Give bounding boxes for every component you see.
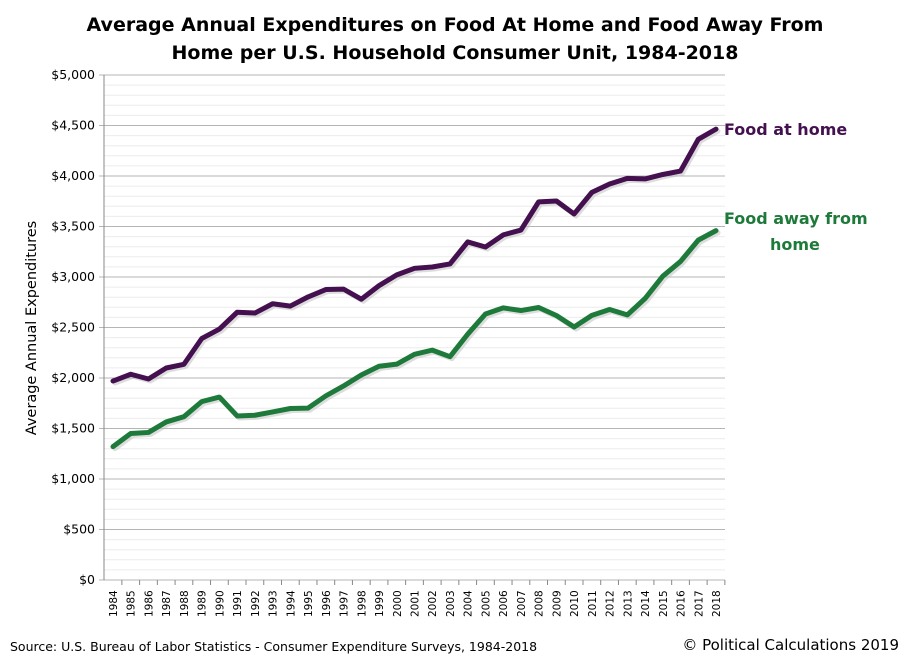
x-tick-label: 2007 <box>516 590 528 617</box>
x-tick-label: 2008 <box>534 590 546 617</box>
chart-title-line2: Home per U.S. Household Consumer Unit, 1… <box>171 42 739 64</box>
copyright: © Political Calculations 2019 <box>682 636 899 654</box>
y-tick-label: $0 <box>79 572 95 587</box>
x-tick-label: 1991 <box>232 590 244 617</box>
x-tick-label: 2002 <box>427 590 439 617</box>
x-tick-label: 1988 <box>179 590 191 617</box>
x-tick-label: 1999 <box>374 590 386 617</box>
x-tick-label: 2014 <box>640 590 652 617</box>
x-tick-label: 2009 <box>551 590 563 617</box>
y-tick-label: $500 <box>63 522 95 537</box>
x-tick-label: 1986 <box>143 590 155 617</box>
series-label-food-away-line1: Food away from <box>724 209 868 228</box>
y-tick-label: $4,000 <box>51 168 95 183</box>
x-tick-label: 1995 <box>303 590 315 617</box>
x-tick-label: 2015 <box>658 590 670 617</box>
x-tick-label: 2005 <box>480 590 492 617</box>
x-tick-label: 2010 <box>569 590 581 617</box>
y-tick-label: $1,500 <box>51 421 95 436</box>
y-tick-label: $5,000 <box>51 67 95 82</box>
series-label-food-at-home: Food at home <box>724 120 848 139</box>
x-tick-label: 2001 <box>410 590 422 617</box>
x-tick-label: 2000 <box>392 590 404 617</box>
y-tick-label: $1,000 <box>51 471 95 486</box>
x-tick-label: 2011 <box>587 590 599 617</box>
x-tick-label: 1984 <box>108 590 120 617</box>
x-tick-label: 2013 <box>622 590 634 617</box>
source-note: Source: U.S. Bureau of Labor Statistics … <box>10 639 538 654</box>
x-tick-label: 1989 <box>197 590 209 617</box>
y-axis-label: Average Annual Expenditures <box>24 221 40 435</box>
chart-title-line1: Average Annual Expenditures on Food At H… <box>86 14 824 36</box>
y-tick-label: $2,000 <box>51 370 95 385</box>
x-tick-label: 1996 <box>321 590 333 617</box>
x-tick-label: 1985 <box>126 590 138 617</box>
y-tick-label: $4,500 <box>51 118 95 133</box>
x-tick-label: 1992 <box>250 590 262 617</box>
x-tick-label: 2018 <box>711 590 723 617</box>
x-tick-label: 2012 <box>605 590 617 617</box>
x-tick-label: 2004 <box>463 590 475 617</box>
x-tick-label: 2016 <box>676 590 688 617</box>
x-tick-label: 1997 <box>339 590 351 617</box>
x-tick-label: 1993 <box>268 590 280 617</box>
x-tick-label: 1994 <box>285 590 297 617</box>
x-tick-label: 1990 <box>214 590 226 617</box>
y-tick-label: $3,000 <box>51 269 95 284</box>
x-tick-label: 1987 <box>161 590 173 617</box>
y-tick-label: $2,500 <box>51 320 95 335</box>
x-tick-label: 1998 <box>356 590 368 617</box>
x-tick-label: 2017 <box>693 590 705 617</box>
x-tick-label: 2006 <box>498 590 510 617</box>
series-label-food-away-line2: home <box>770 235 820 254</box>
x-tick-label: 2003 <box>445 590 457 617</box>
y-tick-label: $3,500 <box>51 219 95 234</box>
